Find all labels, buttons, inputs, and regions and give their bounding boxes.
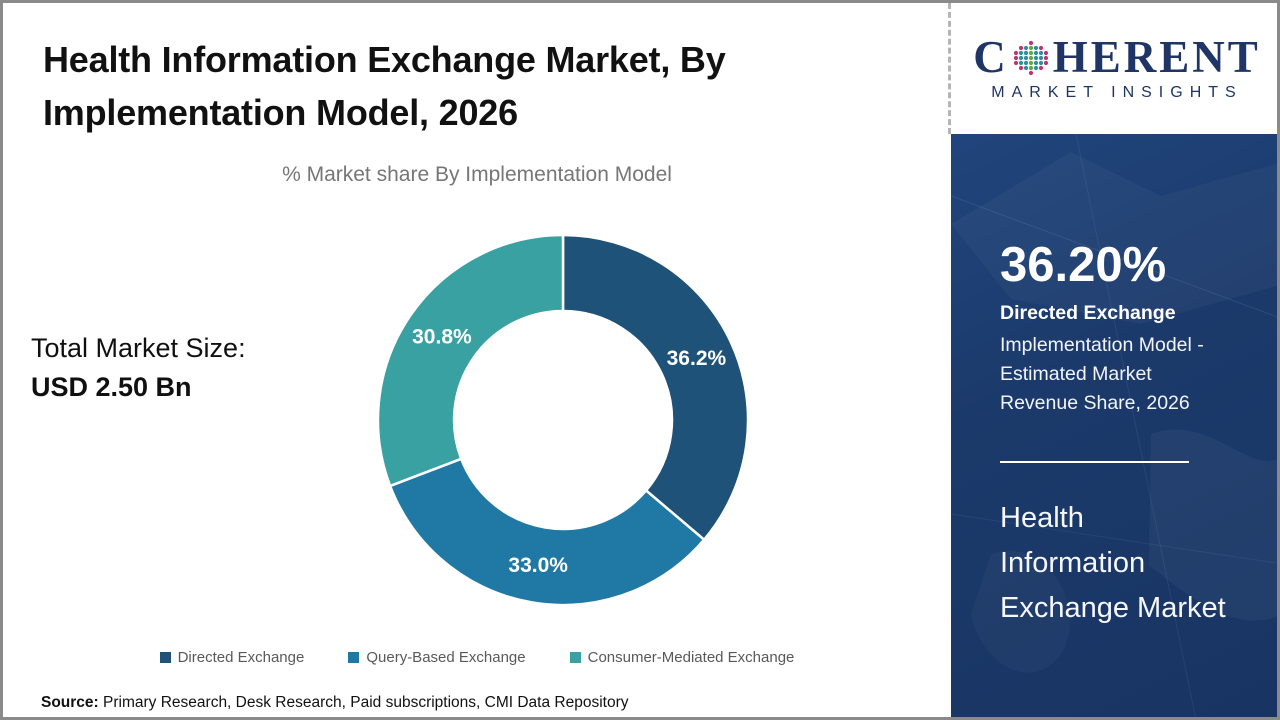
- brand-name-post: HERENT: [1052, 32, 1261, 82]
- legend-swatch-icon: [348, 652, 360, 663]
- globe-dot: [1028, 40, 1033, 45]
- globe-dot: [1018, 55, 1023, 60]
- globe-dot: [1023, 50, 1028, 55]
- highlight-description: Implementation Model - Estimated Market …: [1000, 334, 1204, 414]
- globe-dot: [1028, 70, 1033, 75]
- chart-subtitle: % Market share By Implementation Model: [282, 163, 672, 186]
- donut-slice: [376, 233, 565, 488]
- globe-dot: [1023, 60, 1028, 65]
- globe-dot: [1038, 60, 1043, 65]
- globe-dot: [1018, 50, 1023, 55]
- legend-item-consumer-mediated-exchange: Consumer-Mediated Exchange: [569, 649, 795, 666]
- sidebar-divider: [1000, 461, 1189, 463]
- brand-logo: C HERENT MARKET INSIGHTS: [948, 3, 1277, 134]
- globe-dot: [1023, 55, 1028, 60]
- source-note: Source: Primary Research, Desk Research,…: [41, 694, 629, 712]
- globe-dot: [1028, 65, 1033, 70]
- slice-value-label: 33.0%: [508, 554, 568, 577]
- globe-dot: [1018, 60, 1023, 65]
- globe-dot: [1028, 55, 1033, 60]
- highlight-percentage: 36.20%: [1000, 238, 1167, 292]
- page-title: Health Information Exchange Market, By I…: [43, 39, 726, 133]
- globe-dot: [1018, 65, 1023, 70]
- chart-legend: Directed Exchange Query-Based Exchange C…: [3, 649, 951, 666]
- legend-swatch-icon: [569, 652, 581, 663]
- globe-dot: [1038, 65, 1043, 70]
- brand-tagline: MARKET INSIGHTS: [991, 84, 1243, 101]
- donut-chart-area: 36.2% 33.0% 30.8%: [343, 213, 783, 628]
- globe-dot: [1043, 55, 1048, 60]
- globe-dot: [1043, 50, 1048, 55]
- donut-slice: [561, 233, 750, 541]
- globe-dot: [1038, 55, 1043, 60]
- legend-label: Query-Based Exchange: [366, 649, 526, 666]
- highlight-segment-name: Directed Exchange: [1000, 302, 1176, 324]
- globe-dot: [1023, 45, 1028, 50]
- globe-dot: [1038, 45, 1043, 50]
- slice-value-label: 36.2%: [667, 347, 727, 370]
- sidebar-market-name: Health Information Exchange Market: [1000, 502, 1226, 624]
- globe-dot: [1033, 50, 1038, 55]
- globe-dot: [1018, 45, 1023, 50]
- donut-chart: 36.2% 33.0% 30.8%: [376, 233, 750, 607]
- legend-label: Directed Exchange: [177, 649, 305, 666]
- globe-dot: [1013, 60, 1018, 65]
- legend-item-query-based-exchange: Query-Based Exchange: [348, 649, 526, 666]
- globe-dot: [1028, 50, 1033, 55]
- source-label: Source:: [41, 694, 99, 711]
- globe-dot: [1013, 50, 1018, 55]
- legend-item-directed-exchange: Directed Exchange: [159, 649, 305, 666]
- donut-slice: [388, 457, 706, 607]
- globe-dot: [1038, 50, 1043, 55]
- globe-dot: [1033, 65, 1038, 70]
- legend-swatch-icon: [159, 652, 171, 663]
- globe-dot: [1043, 60, 1048, 65]
- globe-dot: [1028, 45, 1033, 50]
- total-market-size: Total Market Size: USD 2.50 Bn: [31, 329, 246, 407]
- globe-dot: [1033, 60, 1038, 65]
- brand-logo-wordmark: C HERENT: [973, 35, 1261, 80]
- globe-dot: [1023, 65, 1028, 70]
- globe-dot: [1013, 55, 1018, 60]
- sidebar: 36.20% Directed Exchange Implementation …: [951, 134, 1277, 717]
- total-market-size-label: Total Market Size:: [31, 333, 246, 363]
- brand-name-pre: C: [973, 32, 1009, 82]
- total-market-size-value: USD 2.50 Bn: [31, 372, 192, 402]
- world-map-texture: [951, 134, 1277, 717]
- globe-dot: [1033, 55, 1038, 60]
- source-text: Primary Research, Desk Research, Paid su…: [103, 694, 629, 711]
- globe-dots-icon: [1013, 40, 1048, 75]
- slice-value-label: 30.8%: [412, 326, 472, 349]
- globe-dot: [1028, 60, 1033, 65]
- legend-label: Consumer-Mediated Exchange: [587, 649, 795, 666]
- globe-dot: [1033, 45, 1038, 50]
